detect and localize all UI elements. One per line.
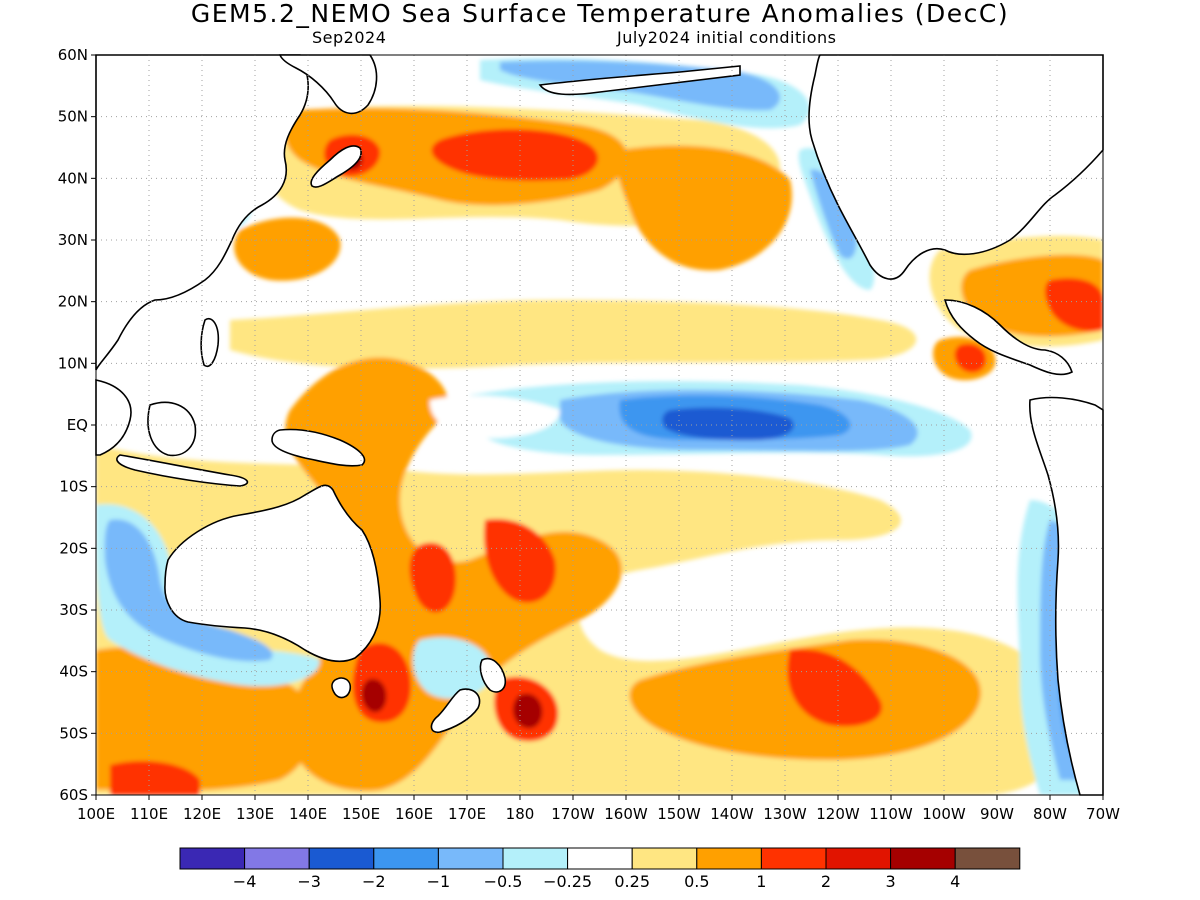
longitude-label: 170W xyxy=(551,805,595,823)
latitude-label: 30S xyxy=(59,601,88,619)
longitude-label: 150E xyxy=(342,805,380,823)
colorbar-label: −4 xyxy=(233,872,257,891)
philippines-landmass xyxy=(200,318,220,367)
longitude-label: 70W xyxy=(1086,805,1120,823)
longitude-label: 110E xyxy=(130,805,168,823)
colorbar-swatch xyxy=(437,847,504,870)
colorbar-swatch xyxy=(567,847,633,870)
colorbar-label: 0.25 xyxy=(614,872,650,891)
colorbar-swatch xyxy=(760,847,827,870)
latitude-label: 50S xyxy=(59,724,88,742)
latitude-label: 10N xyxy=(58,354,88,372)
colorbar-swatch xyxy=(890,847,956,870)
new-zealand-south xyxy=(430,688,481,734)
colorbar-swatch xyxy=(308,847,375,870)
north-america-landmass xyxy=(808,54,1104,280)
colorbar-label: −0.5 xyxy=(484,872,523,891)
colorbar-label: 1 xyxy=(756,872,766,891)
latitude-axis: 60N 50N 40N 30N 20N 10N EQ 10S 20S 30S 40S 50S 60S xyxy=(58,46,96,804)
latitude-label: 20S xyxy=(59,539,88,557)
longitude-label: 80W xyxy=(1033,805,1067,823)
latitude-label: 40S xyxy=(59,663,88,681)
map-title: GEM5.2_NEMO Sea Surface Temperature Anom… xyxy=(190,0,1010,28)
tasmania-landmass xyxy=(331,677,352,699)
latitude-label: 60S xyxy=(59,786,88,804)
longitude-label: 180 xyxy=(506,805,535,823)
south-america-landmass xyxy=(1029,396,1104,796)
longitude-label: 140W xyxy=(710,805,754,823)
longitude-label: 150W xyxy=(657,805,701,823)
borneo-landmass xyxy=(147,401,197,457)
australia-landmass xyxy=(164,484,382,662)
latitude-label: 60N xyxy=(58,46,88,64)
longitude-axis: 100E 110E 120E 130E 140E 150E 160E 170E 180 170W 1… xyxy=(77,795,1120,823)
new-zealand-north xyxy=(479,658,507,693)
colorbar-label: 3 xyxy=(886,872,896,891)
colorbar-swatch xyxy=(502,847,569,870)
colorbar-label: 0.5 xyxy=(684,872,709,891)
latitude-label: 10S xyxy=(59,478,88,496)
longitude-label: 130W xyxy=(763,805,807,823)
colorbar-swatch xyxy=(631,847,698,870)
colorbar-swatch xyxy=(373,847,439,870)
colorbar-label: −3 xyxy=(297,872,321,891)
colorbar-label: −2 xyxy=(362,872,386,891)
colorbar-label: 2 xyxy=(821,872,831,891)
colorbar-swatch xyxy=(696,847,762,870)
central-america-landmass xyxy=(943,299,1073,376)
graticule xyxy=(96,55,1103,795)
longitude-label: 130E xyxy=(236,805,274,823)
colorbar-label: −1 xyxy=(427,872,451,891)
colorbar-label: 4 xyxy=(950,872,960,891)
kamchatka-landmass xyxy=(278,54,378,115)
latitude-label: 40N xyxy=(58,169,88,187)
japan-landmass xyxy=(310,145,362,188)
longitude-label: 160E xyxy=(395,805,433,823)
forecast-month: Sep2024 xyxy=(312,28,387,47)
colorbar-label: −0.25 xyxy=(543,872,592,891)
longitude-label: 140E xyxy=(289,805,327,823)
longitude-label: 160W xyxy=(604,805,648,823)
longitude-label: 110W xyxy=(869,805,913,823)
latitude-label: 50N xyxy=(58,108,88,126)
asia-landmass xyxy=(95,54,310,371)
longitude-label: 170E xyxy=(448,805,486,823)
latitude-label: EQ xyxy=(67,416,88,434)
colorbar-swatch xyxy=(244,847,310,870)
longitude-label: 100E xyxy=(77,805,115,823)
latitude-label: 30N xyxy=(58,231,88,249)
colorbar-swatch xyxy=(179,847,246,870)
colorbar: −4 −3 −2 −1 −0.5 −0.25 0.25 0.5 1 2 3 4 xyxy=(179,847,1021,891)
colorbar-swatch xyxy=(954,847,1021,870)
alaska-peninsula xyxy=(538,65,741,96)
longitude-label: 120E xyxy=(183,805,221,823)
coastlines xyxy=(95,54,1104,796)
longitude-label: 90W xyxy=(980,805,1014,823)
maritime-se-asia xyxy=(95,379,132,456)
longitude-label: 100W xyxy=(922,805,966,823)
longitude-label: 120W xyxy=(816,805,860,823)
latitude-label: 20N xyxy=(58,293,88,311)
sumatra-java-landmass xyxy=(116,454,249,487)
new-guinea-landmass xyxy=(271,428,366,467)
initial-conditions: July2024 initial conditions xyxy=(617,28,837,47)
colorbar-swatch xyxy=(825,847,892,870)
